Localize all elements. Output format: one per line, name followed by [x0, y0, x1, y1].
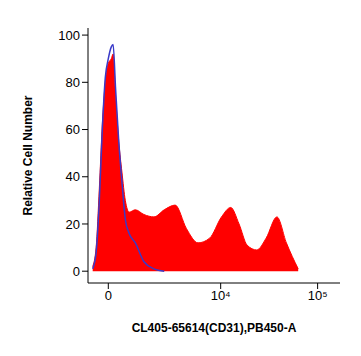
svg-text:CL405-65614(CD31),PB450-A: CL405-65614(CD31),PB450-A: [132, 321, 297, 335]
svg-text:Relative Cell Number: Relative Cell Number: [21, 95, 35, 215]
svg-text:0: 0: [73, 264, 80, 279]
svg-text:100: 100: [58, 28, 80, 43]
svg-text:10⁵: 10⁵: [308, 288, 328, 303]
svg-text:40: 40: [66, 169, 80, 184]
svg-text:60: 60: [66, 122, 80, 137]
svg-text:10⁴: 10⁴: [211, 288, 231, 303]
svg-text:0: 0: [105, 288, 112, 303]
svg-text:80: 80: [66, 75, 80, 90]
svg-text:20: 20: [66, 217, 80, 232]
